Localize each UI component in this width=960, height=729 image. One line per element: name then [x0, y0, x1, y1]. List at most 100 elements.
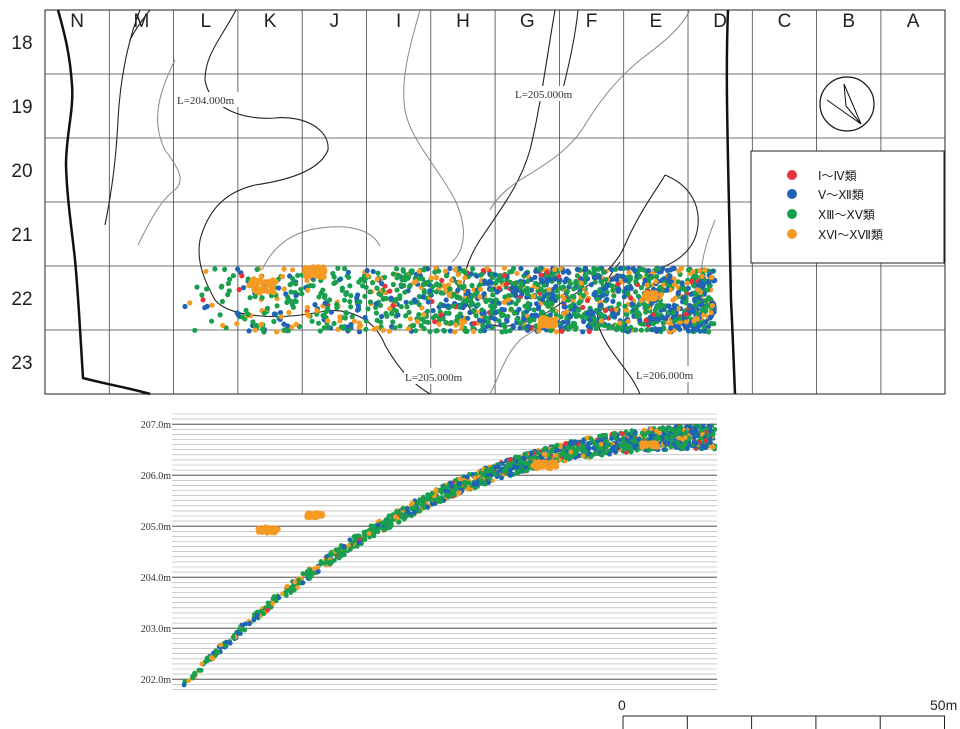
find-point [644, 441, 650, 448]
find-point [613, 307, 619, 313]
find-point [328, 550, 334, 556]
find-point [518, 266, 524, 272]
find-point [468, 271, 474, 277]
find-point [648, 275, 654, 281]
find-point [590, 310, 596, 316]
column-label: G [520, 11, 535, 32]
find-point [407, 316, 413, 322]
find-point [543, 322, 549, 329]
find-point [532, 454, 538, 460]
find-point [331, 320, 337, 327]
find-point [552, 463, 558, 470]
find-point [346, 274, 352, 280]
legend-label: ⅩⅢ～ⅩⅤ類 [818, 208, 875, 222]
find-point [488, 287, 494, 293]
find-point [323, 560, 329, 565]
find-point [709, 303, 716, 309]
find-point [667, 321, 674, 327]
find-point [192, 672, 198, 677]
find-point [320, 560, 325, 566]
find-point [413, 278, 419, 285]
find-point [553, 312, 559, 318]
find-point [528, 451, 534, 456]
find-point [388, 295, 394, 301]
find-point [482, 278, 488, 284]
find-point [272, 595, 278, 601]
find-point [316, 569, 321, 574]
find-point [642, 277, 648, 283]
find-point [703, 298, 709, 304]
find-point [573, 313, 579, 320]
find-point [692, 298, 698, 304]
find-point [304, 514, 311, 520]
column-label: F [586, 11, 598, 32]
legend-swatch-red [787, 170, 797, 180]
find-point [251, 617, 257, 623]
find-point [525, 300, 531, 307]
find-point [395, 272, 401, 278]
find-point [474, 290, 480, 296]
find-point [363, 284, 369, 290]
find-point [477, 317, 483, 323]
find-point [255, 529, 262, 535]
find-point [679, 445, 685, 451]
find-point [395, 510, 401, 515]
find-point [467, 309, 473, 316]
find-point [357, 299, 363, 305]
find-point [568, 449, 574, 455]
find-point [182, 303, 188, 310]
find-point [441, 328, 448, 334]
find-point [316, 294, 322, 300]
find-point [518, 459, 524, 464]
find-point [684, 280, 690, 286]
find-point [420, 494, 426, 500]
column-label: J [330, 11, 340, 32]
find-point [377, 302, 383, 308]
find-point [644, 282, 650, 288]
find-point [292, 298, 298, 304]
find-point [712, 427, 718, 432]
legend-swatch-green [787, 209, 797, 219]
find-point [637, 273, 643, 279]
find-point [421, 267, 427, 273]
find-point [630, 266, 636, 272]
find-point [439, 277, 445, 284]
find-point [582, 279, 588, 285]
find-point [478, 272, 485, 278]
find-point [349, 314, 355, 320]
find-point [562, 304, 569, 310]
find-point [506, 461, 512, 467]
find-point [387, 288, 393, 294]
column-label: B [842, 11, 855, 32]
find-point [558, 324, 564, 330]
find-point [482, 314, 488, 320]
find-point [314, 308, 320, 314]
find-point [552, 316, 559, 323]
find-point [222, 266, 228, 272]
find-point [504, 317, 510, 323]
find-point [403, 299, 409, 305]
find-point [604, 296, 610, 302]
find-point [309, 511, 316, 518]
find-point [420, 281, 426, 288]
find-point [501, 322, 507, 328]
find-point [338, 545, 343, 551]
find-point [577, 290, 583, 296]
find-point [618, 326, 624, 332]
find-point [666, 329, 673, 335]
column-label: E [650, 11, 663, 32]
find-point [619, 443, 625, 449]
find-point [637, 317, 643, 323]
find-point [676, 268, 682, 274]
find-point [373, 301, 379, 307]
find-point [396, 519, 402, 525]
find-point [708, 309, 714, 316]
find-point [672, 318, 678, 324]
find-point [657, 426, 663, 432]
find-point [539, 309, 546, 315]
find-point [634, 313, 640, 319]
elevation-label: 205.0m [141, 522, 172, 533]
find-point [610, 310, 616, 316]
find-point [323, 309, 329, 315]
find-point [670, 309, 677, 315]
